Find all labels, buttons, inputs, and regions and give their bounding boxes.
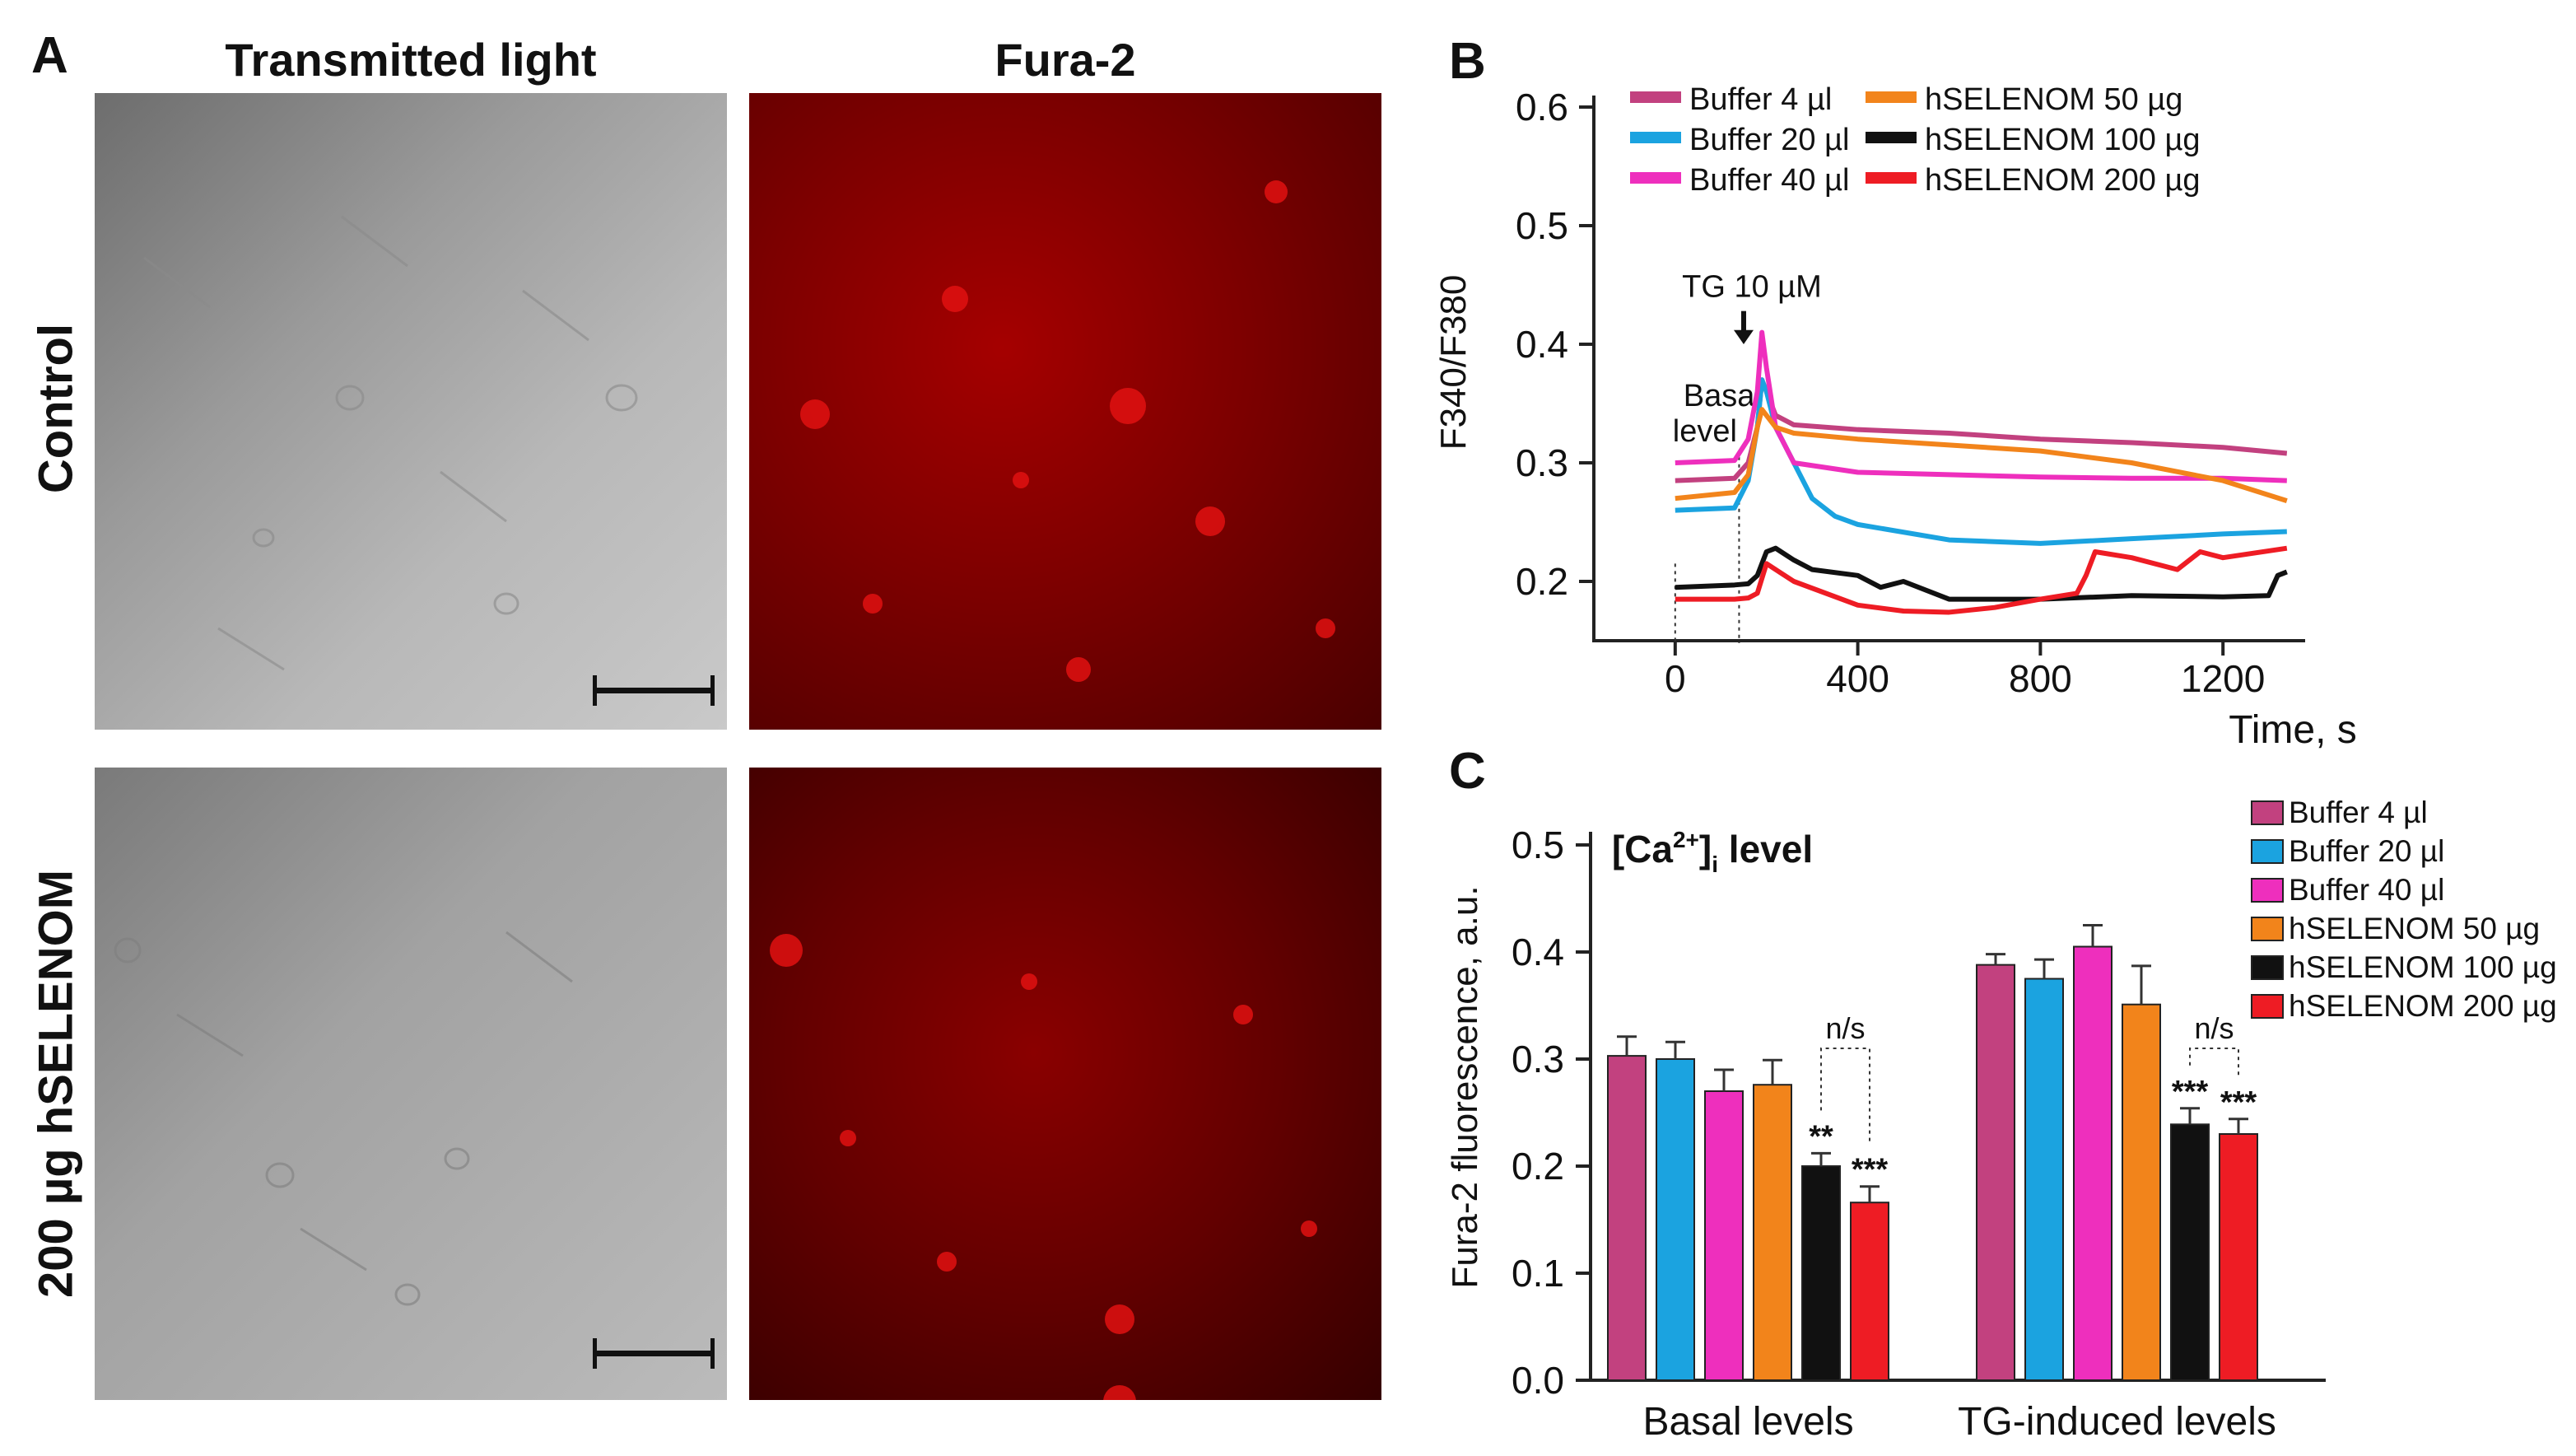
c-category-label: TG-induced levels bbox=[1958, 1400, 2276, 1444]
c-significance-stars: ** bbox=[1809, 1119, 1833, 1154]
c-bar bbox=[2219, 1133, 2258, 1381]
c-y-tick-label: 0.5 bbox=[1512, 824, 1564, 866]
c-legend-swatch bbox=[2251, 800, 2284, 825]
c-legend-label: Buffer 20 µl bbox=[2289, 834, 2444, 868]
b-basal-label-1: Basal bbox=[1684, 379, 1762, 413]
b-legend-label: hSELENOM 50 µg bbox=[1925, 82, 2182, 117]
b-y-tick-label: 0.6 bbox=[1516, 86, 1568, 128]
c-y-tick-label: 0.0 bbox=[1512, 1359, 1564, 1402]
c-y-tick-label: 0.3 bbox=[1512, 1038, 1564, 1080]
b-legend-swatch bbox=[1630, 172, 1681, 184]
c-category-label: Basal levels bbox=[1642, 1400, 1853, 1444]
col-title-fura2: Fura-2 bbox=[995, 34, 1136, 86]
c-legend-label: hSELENOM 50 µg bbox=[2289, 912, 2540, 945]
c-ns-bracket bbox=[1820, 1048, 1870, 1144]
b-legend-swatch bbox=[1630, 91, 1681, 103]
c-legend-label: Buffer 40 µl bbox=[2289, 873, 2444, 907]
b-legend-label: Buffer 20 µl bbox=[1689, 123, 1849, 157]
c-significance-stars: *** bbox=[2172, 1075, 2209, 1109]
c-bar bbox=[1850, 1202, 1889, 1382]
fura2-control-image bbox=[749, 93, 1381, 730]
c-ns-label: n/s bbox=[2194, 1011, 2234, 1045]
b-legend-label: hSELENOM 200 µg bbox=[1925, 163, 2201, 198]
c-legend-swatch bbox=[2251, 994, 2284, 1019]
c-legend-swatch bbox=[2251, 878, 2284, 903]
c-legend-swatch bbox=[2251, 955, 2284, 980]
b-tg-label: TG 10 µM bbox=[1682, 269, 1822, 304]
c-bar bbox=[1704, 1090, 1744, 1381]
c-y-tick-label: 0.1 bbox=[1512, 1252, 1564, 1295]
b-line-series-1 bbox=[1675, 377, 2287, 546]
c-bar bbox=[2024, 978, 2064, 1381]
b-y-tick-label: 0.4 bbox=[1516, 323, 1568, 366]
row-label-control: Control bbox=[29, 323, 83, 494]
b-line-series-4 bbox=[1675, 545, 2288, 602]
b-line-series-5 bbox=[1675, 545, 2288, 615]
c-ns-bracket bbox=[2189, 1048, 2239, 1076]
c-bar bbox=[1607, 1055, 1647, 1381]
c-bar bbox=[1753, 1084, 1792, 1381]
col-title-transmitted: Transmitted light bbox=[225, 34, 597, 86]
transmitted-light-hselenom-image bbox=[95, 768, 727, 1400]
b-line-series-2 bbox=[1675, 329, 2287, 483]
c-legend-swatch bbox=[2251, 839, 2284, 864]
row-label-hselenom: 200 µg hSELENOM bbox=[29, 869, 83, 1299]
c-significance-stars: *** bbox=[2220, 1085, 2257, 1120]
panel-a-label: A bbox=[31, 27, 68, 84]
b-legend-swatch bbox=[1866, 172, 1917, 184]
b-legend-label: Buffer 4 µl bbox=[1689, 82, 1832, 117]
c-bar bbox=[1801, 1165, 1841, 1381]
b-y-tick-label: 0.5 bbox=[1516, 204, 1568, 247]
b-basal-label-2: level bbox=[1673, 414, 1737, 449]
b-line-series-3 bbox=[1675, 407, 2288, 503]
scale-bar-control bbox=[593, 688, 715, 693]
b-y-axis-label: F340/F380 bbox=[1433, 275, 1474, 450]
b-legend-swatch bbox=[1866, 132, 1917, 143]
b-tg-arrow-head bbox=[1733, 329, 1754, 344]
c-legend-label: Buffer 4 µl bbox=[2289, 796, 2428, 829]
c-bar bbox=[2073, 945, 2113, 1381]
panel-b-label: B bbox=[1449, 33, 1486, 90]
b-y-tick-label: 0.3 bbox=[1516, 441, 1568, 484]
c-legend-swatch bbox=[2251, 917, 2284, 941]
b-x-tick-label: 1200 bbox=[2181, 657, 2265, 700]
b-x-tick-label: 0 bbox=[1665, 657, 1686, 700]
c-bar bbox=[1656, 1058, 1695, 1381]
c-y-axis-label: Fura-2 fluorescence, a.u. bbox=[1445, 885, 1485, 1288]
c-legend-label: hSELENOM 100 µg bbox=[2289, 950, 2557, 984]
c-bar bbox=[2122, 1003, 2161, 1381]
transmitted-light-control-image bbox=[95, 93, 727, 730]
c-significance-stars: *** bbox=[1852, 1153, 1889, 1188]
b-legend-swatch bbox=[1630, 132, 1681, 143]
c-y-tick-label: 0.2 bbox=[1512, 1145, 1564, 1188]
c-legend-label: hSELENOM 200 µg bbox=[2289, 989, 2557, 1023]
b-legend-label: hSELENOM 100 µg bbox=[1925, 123, 2201, 157]
scale-bar-hselenom bbox=[593, 1351, 715, 1356]
panel-b-line-chart: B F340/F380 Time, s 0.2 0.3 0.4 0.5 0.6 0 400 8… bbox=[1433, 33, 2357, 752]
b-legend-label: Buffer 40 µl bbox=[1689, 163, 1849, 198]
c-bar bbox=[1976, 964, 2015, 1381]
fura2-hselenom-image bbox=[749, 768, 1381, 1400]
panel-c-label: C bbox=[1449, 743, 1486, 800]
b-y-tick-label: 0.2 bbox=[1516, 560, 1568, 603]
c-bar bbox=[2170, 1123, 2210, 1381]
b-x-axis-label: Time, s bbox=[2229, 708, 2357, 752]
b-legend-swatch bbox=[1866, 91, 1917, 103]
panel-c-bar-chart: C Fura-2 fluorescence, a.u. [Ca2+]i leve… bbox=[1445, 743, 2557, 1444]
c-chart-title: [Ca2+]i level bbox=[1612, 827, 1813, 877]
b-x-tick-label: 400 bbox=[1826, 657, 1889, 700]
b-x-tick-label: 800 bbox=[2009, 657, 2072, 700]
c-ns-label: n/s bbox=[1825, 1011, 1865, 1045]
c-y-tick-label: 0.4 bbox=[1512, 931, 1564, 973]
